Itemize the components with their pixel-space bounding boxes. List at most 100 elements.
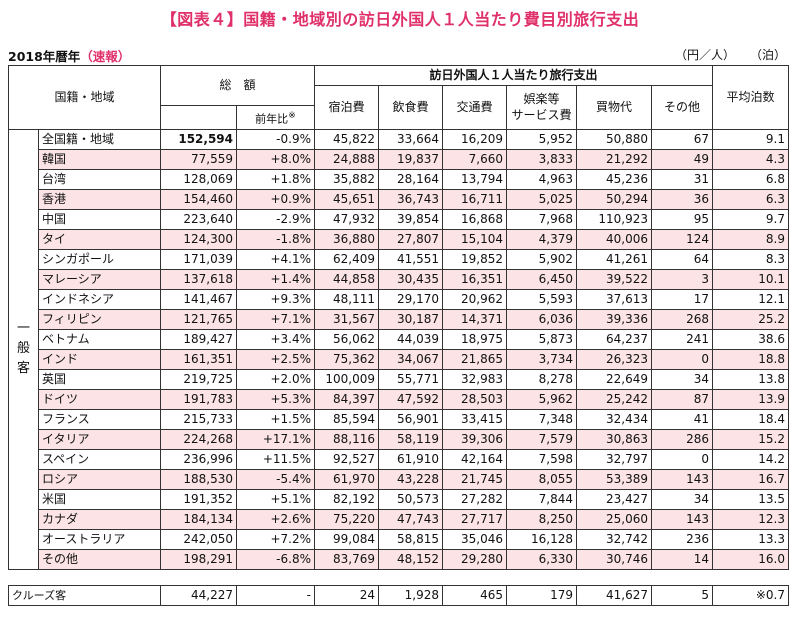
- cell-yoy: +4.1%: [236, 248, 315, 270]
- cell-yoy: +5.1%: [236, 488, 315, 510]
- cell-other: 286: [651, 428, 713, 450]
- cell-accommodation: 31,567: [314, 308, 379, 330]
- cell-other: 34: [651, 488, 713, 510]
- table-row: 英国 219,725 +2.0% 100,009 55,771 32,983 8,278 22…: [9, 368, 789, 390]
- cell-shopping: 26,323: [576, 348, 652, 370]
- cruise-nights: ※0.7: [712, 585, 789, 606]
- cell-transport: 16,711: [442, 188, 507, 210]
- cell-nights: 12.3: [712, 508, 789, 530]
- cell-other: 143: [651, 468, 713, 490]
- region-name: インドネシア: [38, 288, 161, 310]
- cell-shopping: 32,797: [576, 448, 652, 470]
- cell-shopping: 32,742: [576, 528, 652, 550]
- cell-transport: 35,046: [442, 528, 507, 550]
- cell-entertainment: 3,734: [506, 348, 577, 370]
- cell-accommodation: 56,062: [314, 328, 379, 350]
- cell-accommodation: 35,882: [314, 168, 379, 190]
- cell-nights: 6.3: [712, 188, 789, 210]
- cell-other: 31: [651, 168, 713, 190]
- cell-transport: 15,104: [442, 228, 507, 250]
- header-region: 国籍・地域: [8, 65, 161, 130]
- cell-transport: 21,865: [442, 348, 507, 370]
- cell-total: 137,618: [160, 268, 237, 290]
- table-row: フランス 215,733 +1.5% 85,594 56,901 33,415 7,348 3…: [9, 408, 789, 430]
- cell-shopping: 30,746: [576, 548, 652, 570]
- cell-total: 184,134: [160, 508, 237, 530]
- cell-yoy: +9.3%: [236, 288, 315, 310]
- header-group: 訪日外国人１人当たり旅行支出: [314, 65, 713, 86]
- table-row: 中国 223,640 -2.9% 47,932 39,854 16,868 7,968 110…: [9, 208, 789, 230]
- cell-transport: 39,306: [442, 428, 507, 450]
- cell-shopping: 32,434: [576, 408, 652, 430]
- cell-other: 64: [651, 248, 713, 270]
- cell-shopping: 39,522: [576, 268, 652, 290]
- cell-accommodation: 48,111: [314, 288, 379, 310]
- region-name: その他: [38, 548, 161, 570]
- unit-nights: （泊）: [750, 48, 787, 62]
- cell-nights: 10.1: [712, 268, 789, 290]
- table-row: 台湾 128,069 +1.8% 35,882 28,164 13,794 4,963 45,…: [9, 168, 789, 190]
- cell-nights: 18.4: [712, 408, 789, 430]
- region-name: イタリア: [38, 428, 161, 450]
- general-visitors-label: 一般客: [8, 128, 39, 570]
- cell-yoy: -6.8%: [236, 548, 315, 570]
- cell-accommodation: 45,651: [314, 188, 379, 210]
- cell-transport: 16,868: [442, 208, 507, 230]
- cell-total: 171,039: [160, 248, 237, 270]
- cruise-yoy: -: [236, 585, 315, 606]
- general-visitors-label-char: 客: [16, 361, 30, 377]
- cell-shopping: 50,880: [576, 128, 652, 150]
- table-row: フィリピン 121,765 +7.1% 31,567 30,187 14,371 6,036…: [9, 308, 789, 330]
- unit-yen: （円／人）: [675, 48, 736, 62]
- cell-total: 191,783: [160, 388, 237, 410]
- header-transport: 交通費: [442, 85, 507, 130]
- cell-transport: 14,371: [442, 308, 507, 330]
- status-label: （速報）: [80, 49, 131, 64]
- cell-total: 124,300: [160, 228, 237, 250]
- region-name: 英国: [38, 368, 161, 390]
- cell-yoy: +2.0%: [236, 368, 315, 390]
- header-food: 飲食費: [378, 85, 443, 130]
- cell-food: 44,039: [378, 328, 443, 350]
- period-label: 2018年暦年（速報）: [8, 46, 130, 65]
- region-name: 中国: [38, 208, 161, 230]
- cell-total: 189,427: [160, 328, 237, 350]
- cell-total: 236,996: [160, 448, 237, 470]
- year-label: 2018年暦年: [8, 49, 81, 64]
- cell-entertainment: 5,902: [506, 248, 577, 270]
- cell-accommodation: 84,397: [314, 388, 379, 410]
- cell-yoy: +11.5%: [236, 448, 315, 470]
- cell-transport: 18,975: [442, 328, 507, 350]
- cell-nights: 6.8: [712, 168, 789, 190]
- cell-accommodation: 83,769: [314, 548, 379, 570]
- cell-accommodation: 61,970: [314, 468, 379, 490]
- cell-accommodation: 36,880: [314, 228, 379, 250]
- cell-food: 30,187: [378, 308, 443, 330]
- header-yoy-mark: ※: [288, 110, 296, 121]
- cell-food: 43,228: [378, 468, 443, 490]
- cruise-accommodation: 24: [314, 585, 379, 606]
- cell-yoy: +17.1%: [236, 428, 315, 450]
- cell-entertainment: 7,968: [506, 208, 577, 230]
- cell-total: 188,530: [160, 468, 237, 490]
- cell-nights: 16.0: [712, 548, 789, 570]
- cell-entertainment: 8,055: [506, 468, 577, 490]
- cell-yoy: +1.5%: [236, 408, 315, 430]
- cell-transport: 27,717: [442, 508, 507, 530]
- header-entertainment: 娯楽等 サービス費: [506, 85, 577, 130]
- cell-shopping: 40,006: [576, 228, 652, 250]
- cell-other: 49: [651, 148, 713, 170]
- region-name: 香港: [38, 188, 161, 210]
- page-title: 【図表４】国籍・地域別の訪日外国人１人当たり費目別旅行支出: [160, 10, 640, 29]
- cell-transport: 19,852: [442, 248, 507, 270]
- cell-total: 77,559: [160, 148, 237, 170]
- cell-yoy: -1.8%: [236, 228, 315, 250]
- cell-transport: 42,164: [442, 448, 507, 470]
- cell-total: 152,594: [160, 128, 237, 150]
- cell-food: 56,901: [378, 408, 443, 430]
- cell-entertainment: 6,036: [506, 308, 577, 330]
- table-row: スペイン 236,996 +11.5% 92,527 61,910 42,164 7,598…: [9, 448, 789, 470]
- cell-nights: 18.8: [712, 348, 789, 370]
- cell-entertainment: 5,593: [506, 288, 577, 310]
- cell-accommodation: 85,594: [314, 408, 379, 430]
